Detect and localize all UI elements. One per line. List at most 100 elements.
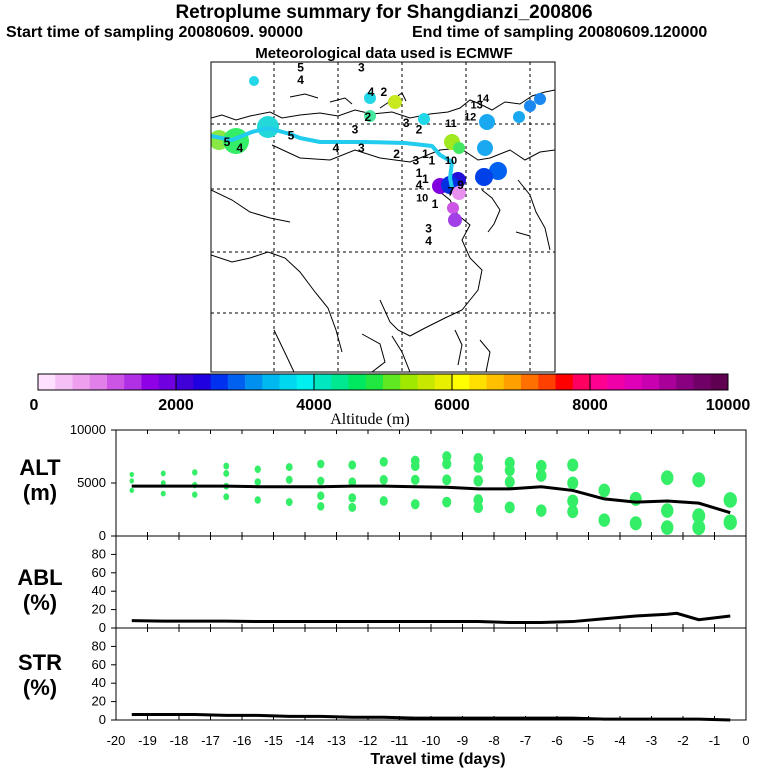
colorbar-swatch <box>55 374 73 390</box>
map-label: 7 <box>448 184 455 198</box>
map-label: 14 <box>477 93 490 105</box>
alt-scatter-point <box>504 501 515 514</box>
x-tick-label: 0 <box>742 733 749 748</box>
str-y-tick-label: 40 <box>92 675 106 690</box>
map-label: 4 <box>416 178 423 192</box>
x-tick-label: -6 <box>551 733 563 748</box>
colorbar-title: Altitude (m) <box>330 411 410 428</box>
map-label: 2 <box>364 110 371 124</box>
colorbar-swatch <box>279 374 298 390</box>
colorbar-swatch <box>210 374 229 390</box>
x-tick-label: -18 <box>170 733 189 748</box>
str-y-tick-label: 0 <box>99 712 106 727</box>
alt-scatter-point <box>598 483 610 498</box>
abl-y-tick-label: 20 <box>92 602 106 617</box>
colorbar-swatch <box>693 374 712 390</box>
alt-scatter-point <box>629 516 642 531</box>
alt-scatter-point <box>535 504 547 517</box>
colorbar-swatch <box>452 374 470 390</box>
alt-scatter-point <box>254 465 261 473</box>
x-axis-label: Travel time (days) <box>370 751 505 768</box>
x-tick-label: -13 <box>327 733 346 748</box>
colorbar-swatch <box>624 374 643 390</box>
colorbar-tick-label: 2000 <box>158 397 194 414</box>
colorbar-swatch <box>538 374 556 390</box>
chart-title: Retroplume summary for Shangdianzi_20080… <box>175 2 593 23</box>
x-tick-label: -16 <box>233 733 252 748</box>
colorbar-swatch <box>555 374 574 390</box>
abl-ylabel-unit: (%) <box>23 590 57 615</box>
alt-scatter-point <box>223 469 230 477</box>
colorbar-swatch <box>641 374 660 390</box>
trajectory-line <box>211 126 454 189</box>
alt-scatter-point <box>723 514 737 531</box>
map-label: 9 <box>457 178 464 192</box>
colorbar-tick-label: 8000 <box>572 397 608 414</box>
alt-scatter-point <box>317 459 325 469</box>
map-label: 12 <box>464 112 476 124</box>
colorbar-swatch <box>296 374 315 390</box>
colorbar-tick-label: 0 <box>30 397 39 414</box>
map-label: 5 <box>224 135 231 149</box>
alt-scatter-point <box>285 498 293 507</box>
map-label: 3 <box>412 153 419 167</box>
colorbar-swatch <box>124 374 142 390</box>
alt-scatter-point <box>473 501 484 514</box>
alt-scatter-point <box>567 458 579 472</box>
alt-scatter-point <box>317 491 325 501</box>
alt-scatter-point <box>129 487 134 494</box>
alt-scatter-point <box>629 491 642 506</box>
colorbar-swatch <box>383 374 401 390</box>
map-gridlines <box>211 62 555 372</box>
alt-scatter-point <box>285 475 293 484</box>
colorbar-swatch <box>141 374 160 390</box>
abl-y-tick-label: 80 <box>92 546 106 561</box>
alt-series-line <box>131 484 731 515</box>
colorbar-swatch <box>417 374 436 390</box>
alt-ylabel: ALT <box>19 455 61 480</box>
alt-scatter-point <box>661 520 674 535</box>
colorbar-swatch <box>245 374 263 390</box>
panel-frames <box>115 429 747 721</box>
alt-scatter-point <box>129 478 134 484</box>
alt-scatter-point <box>129 471 134 478</box>
alt-scatter-point <box>317 476 325 486</box>
str-ylabel-unit: (%) <box>23 675 57 700</box>
alt-y-tick-label: 5000 <box>77 475 106 490</box>
colorbar-swatch <box>521 374 539 390</box>
alt-scatter-point <box>661 503 674 518</box>
abl-ylabel: ABL <box>17 565 62 590</box>
colorbar-swatch <box>607 374 625 390</box>
plume-markers <box>211 76 546 227</box>
alt-scatter-point <box>723 492 737 508</box>
end-time-label: End time of sampling 20080609.120000 <box>412 24 708 41</box>
alt-scatter-point <box>473 452 484 465</box>
alt-scatter-point <box>254 496 261 504</box>
map-label: 2 <box>393 147 400 161</box>
alt-scatter-point <box>223 462 230 470</box>
alt-scatter-point <box>692 508 706 524</box>
alt-scatter-point <box>348 477 357 487</box>
alt-y-tick-label: 0 <box>99 528 106 543</box>
colorbar-swatch <box>486 374 505 390</box>
met-data-label: Meteorological data used is ECMWF <box>255 45 513 62</box>
alt-scatter-point <box>410 460 420 472</box>
alt-scatter-point <box>348 493 357 503</box>
map-label: 3 <box>358 141 365 155</box>
alt-scatter-point <box>473 461 484 473</box>
colorbar-swatch <box>348 374 367 390</box>
alt-scatter-point <box>442 451 452 462</box>
x-tick-label: -5 <box>583 733 595 748</box>
alt-scatter-point <box>567 505 579 519</box>
alt-scatter-point <box>317 502 325 511</box>
x-tick-label: -14 <box>296 733 315 748</box>
alt-scatter-point <box>473 475 484 487</box>
x-tick-label: -17 <box>201 733 220 748</box>
str-y-tick-label: 20 <box>92 694 106 709</box>
colorbar-swatch <box>503 374 522 390</box>
alt-scatter-point <box>567 494 579 508</box>
alt-scatter-point <box>442 458 452 470</box>
colorbar-swatch <box>659 374 677 390</box>
